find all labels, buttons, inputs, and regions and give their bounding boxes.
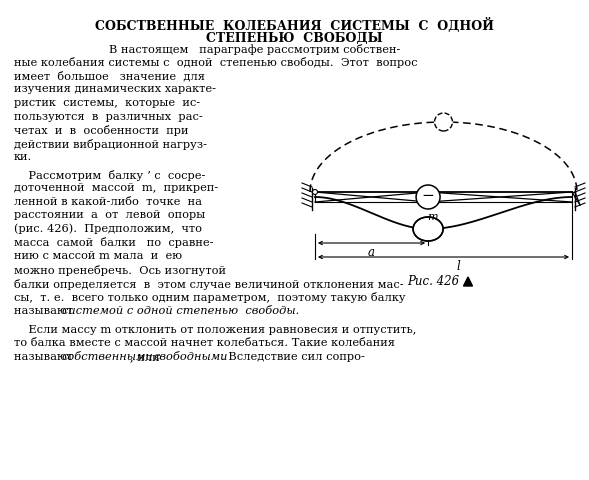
Text: называют: называют: [14, 352, 77, 362]
Polygon shape: [464, 277, 472, 286]
Text: сы,  т. е.  всего только одним параметром,  поэтому такую балку: сы, т. е. всего только одним параметром,…: [14, 292, 406, 303]
Text: имеет  большое   значение  для: имеет большое значение для: [14, 71, 205, 82]
Text: собственными: собственными: [62, 352, 154, 362]
Text: . Вследствие сил сопро-: . Вследствие сил сопро-: [221, 352, 365, 362]
Text: Рис. 426: Рис. 426: [408, 275, 459, 288]
Text: a: a: [368, 246, 375, 259]
Text: свободными: свободными: [154, 352, 229, 362]
Text: l: l: [456, 260, 461, 273]
Text: действии вибрационной нагруз-: действии вибрационной нагруз-: [14, 139, 207, 149]
Text: можно пренебречь.  Ось изогнутой: можно пренебречь. Ось изогнутой: [14, 265, 226, 276]
Ellipse shape: [413, 217, 443, 241]
Text: масса  самой  балки   по  сравне-: масса самой балки по сравне-: [14, 237, 213, 248]
Text: пользуются  в  различных  рас-: пользуются в различных рас-: [14, 111, 203, 121]
Text: , или: , или: [130, 352, 163, 362]
Text: −: −: [422, 190, 435, 204]
Text: балки определяется  в  этом случае величиной отклонения мас-: балки определяется в этом случае величин…: [14, 279, 403, 290]
Text: четах  и  в  особенности  при: четах и в особенности при: [14, 125, 188, 136]
Text: Если массу m отклонить от положения равновесия и отпустить,: Если массу m отклонить от положения равн…: [14, 325, 416, 335]
Text: ные колебания системы с  одной  степенью свободы.  Этот  вопрос: ные колебания системы с одной степенью с…: [14, 58, 418, 69]
Text: ки.: ки.: [14, 152, 32, 162]
Text: доточенной  массой  ​m,  прикреп-: доточенной массой ​m, прикреп-: [14, 183, 219, 193]
Text: называют: называют: [14, 306, 77, 316]
Text: системой с одной степенью  свободы​.: системой с одной степенью свободы​.: [62, 306, 299, 316]
Circle shape: [313, 190, 317, 194]
Text: Рассмотрим  балку ʼ с  сосре-: Рассмотрим балку ʼ с сосре-: [14, 169, 206, 180]
Text: нию с массой m мала  и  ею: нию с массой m мала и ею: [14, 251, 182, 261]
Text: m: m: [427, 212, 437, 222]
Text: ристик  системы,  которые  ис-: ристик системы, которые ис-: [14, 98, 200, 108]
Circle shape: [435, 113, 452, 131]
Circle shape: [416, 185, 440, 209]
Text: В настоящем   параграфе рассмотрим собствен-: В настоящем параграфе рассмотрим собстве…: [109, 44, 401, 55]
Text: изучения динамических характе-: изучения динамических характе-: [14, 84, 216, 95]
Text: СТЕПЕНЬЮ  СВОБОДЫ: СТЕПЕНЬЮ СВОБОДЫ: [206, 33, 383, 46]
Text: ленной в какой-либо  точке  на: ленной в какой-либо точке на: [14, 196, 202, 206]
Text: то балка вместе с массой начнет колебаться. Такие колебания: то балка вместе с массой начнет колебать…: [14, 338, 395, 348]
Text: (рис. 426).  Предположим,  что: (рис. 426). Предположим, что: [14, 224, 202, 234]
Text: расстоянии  a  от  левой  опоры: расстоянии a от левой опоры: [14, 210, 205, 220]
Text: СОБСТВЕННЫЕ  КОЛЕБАНИЯ  СИСТЕМЫ  С  ОДНОЙ: СОБСТВЕННЫЕ КОЛЕБАНИЯ СИСТЕМЫ С ОДНОЙ: [95, 18, 494, 33]
